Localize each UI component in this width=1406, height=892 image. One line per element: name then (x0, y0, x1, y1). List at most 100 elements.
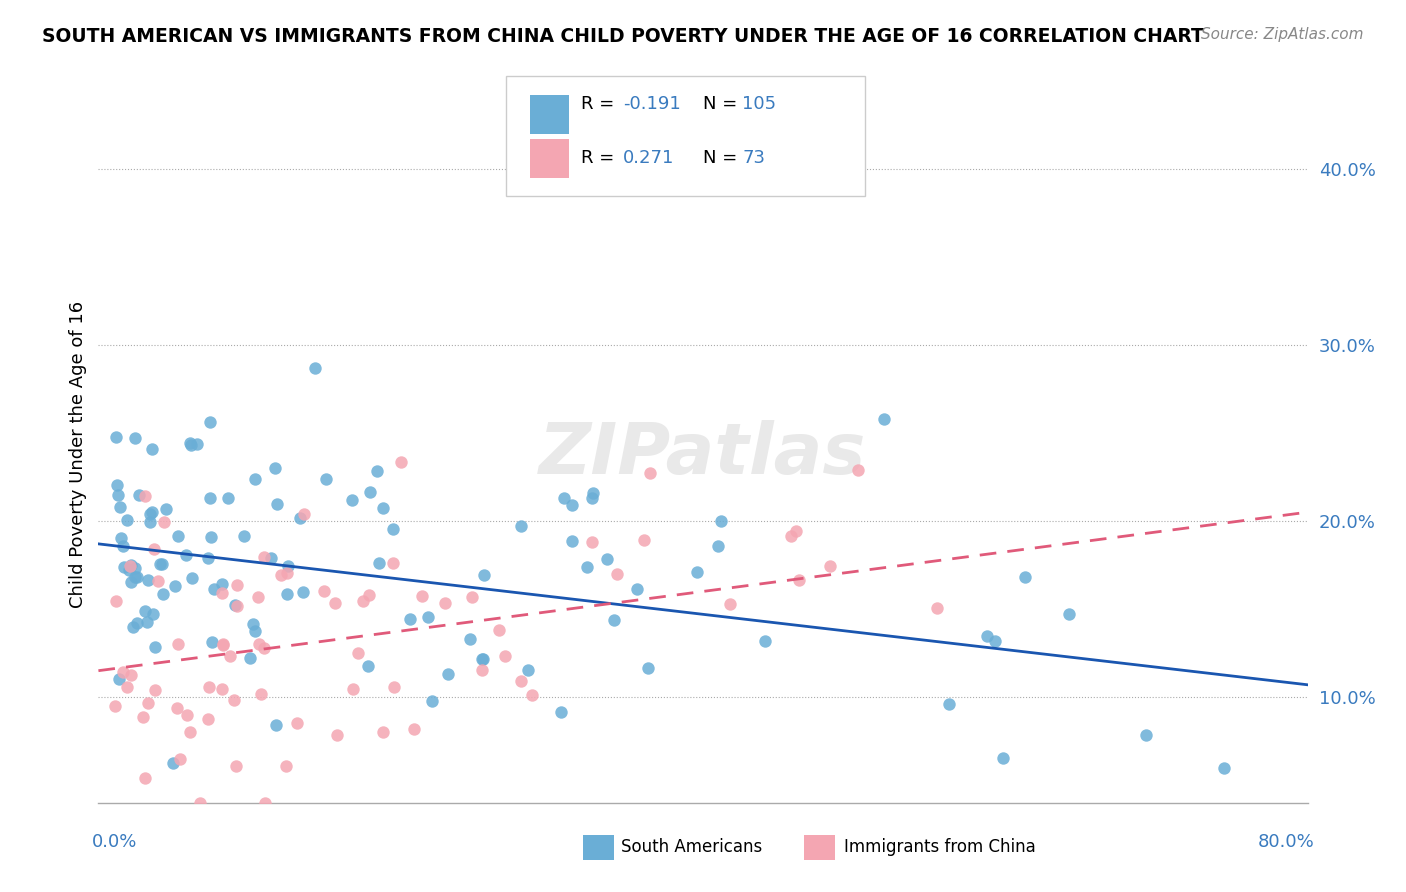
Point (270, 568, 292, 582)
Point (179, 436, 201, 450)
Point (155, 502, 177, 516)
Point (166, 701, 188, 715)
Text: Immigrants from China: Immigrants from China (844, 838, 1035, 856)
Point (198, 415, 221, 429)
Point (124, 561, 146, 575)
Point (561, 533, 583, 548)
Text: ZIPatlas: ZIPatlas (540, 420, 866, 490)
Point (150, 558, 173, 572)
Point (212, 638, 235, 652)
Point (202, 582, 225, 596)
Point (107, 488, 129, 502)
Point (198, 491, 221, 505)
Point (436, 667, 458, 681)
Point (121, 574, 143, 589)
Point (471, 651, 494, 665)
Point (167, 529, 190, 543)
Point (637, 660, 659, 674)
Point (638, 466, 661, 480)
Point (139, 507, 162, 521)
Point (146, 574, 169, 588)
Point (461, 591, 484, 605)
Y-axis label: Child Poverty Under the Age of 16: Child Poverty Under the Age of 16 (69, 301, 87, 608)
Point (139, 516, 162, 530)
Point (167, 637, 190, 651)
Point (225, 599, 247, 613)
Point (516, 663, 538, 677)
Point (411, 589, 433, 603)
Point (846, 463, 869, 477)
Point (112, 560, 135, 574)
Point (253, 796, 276, 810)
Text: 73: 73 (742, 149, 765, 167)
Point (984, 634, 1007, 648)
Point (218, 649, 240, 664)
Point (197, 712, 219, 726)
Point (121, 558, 143, 572)
Point (107, 672, 129, 686)
Point (389, 455, 412, 469)
Point (315, 472, 337, 486)
Point (366, 464, 388, 478)
Point (120, 668, 142, 682)
Point (180, 438, 202, 452)
Text: N =: N = (703, 95, 742, 113)
Point (993, 751, 1015, 765)
Point (553, 491, 575, 505)
Point (152, 587, 174, 601)
Point (359, 588, 381, 602)
Point (264, 718, 287, 732)
Point (260, 550, 283, 565)
Point (706, 540, 728, 554)
Point (142, 542, 165, 557)
Point (359, 485, 381, 500)
Point (112, 539, 135, 553)
Point (108, 500, 131, 514)
Point (780, 529, 803, 543)
Point (124, 431, 146, 445)
Point (276, 566, 298, 581)
Point (494, 649, 516, 664)
Point (418, 609, 440, 624)
Point (120, 559, 142, 574)
Point (212, 637, 235, 651)
Point (1213, 761, 1236, 775)
Point (976, 629, 998, 643)
Point (326, 728, 349, 742)
Point (128, 488, 150, 502)
Point (249, 687, 271, 701)
Point (402, 723, 425, 737)
Point (117, 513, 139, 527)
Point (125, 570, 148, 584)
Point (245, 472, 267, 486)
Text: 105: 105 (742, 95, 776, 113)
Point (181, 571, 204, 585)
Point (550, 705, 572, 719)
Point (211, 586, 233, 600)
Point (105, 478, 128, 492)
Point (142, 607, 165, 621)
Point (110, 532, 132, 546)
Point (200, 530, 222, 544)
Point (111, 665, 134, 680)
Point (226, 578, 249, 592)
Point (347, 646, 370, 660)
Point (399, 612, 422, 626)
Point (818, 558, 841, 573)
Point (290, 511, 312, 525)
Point (276, 759, 298, 773)
Text: -0.191: -0.191 (623, 95, 681, 113)
Point (633, 533, 655, 547)
Point (141, 442, 163, 457)
Point (141, 505, 163, 519)
Point (163, 579, 186, 593)
Text: Source: ZipAtlas.com: Source: ZipAtlas.com (1201, 27, 1364, 42)
Point (471, 663, 494, 677)
Point (153, 515, 176, 529)
Point (276, 587, 298, 601)
Point (239, 651, 262, 665)
Point (340, 493, 363, 508)
Point (420, 694, 443, 708)
Point (520, 688, 543, 702)
Point (373, 500, 395, 515)
